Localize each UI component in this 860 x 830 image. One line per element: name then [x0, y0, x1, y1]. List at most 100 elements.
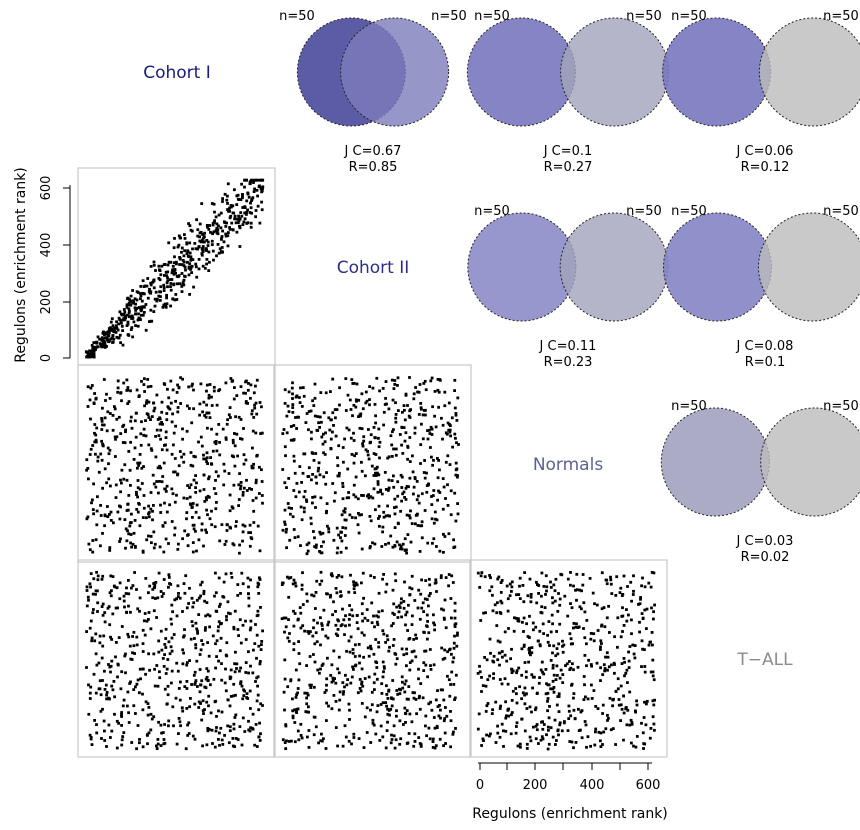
scatter-point	[122, 731, 126, 734]
scatter-point	[649, 670, 653, 674]
scatter-point	[447, 401, 451, 405]
scatter-point	[569, 666, 573, 670]
scatter-point	[302, 394, 306, 398]
scatter-point	[510, 585, 514, 589]
scatter-point	[607, 665, 611, 669]
scatter-point	[319, 570, 323, 574]
scatter-point	[141, 708, 145, 712]
scatter-point	[206, 244, 210, 247]
venn-r-label: R=0.23	[544, 355, 593, 370]
scatter-point	[254, 723, 258, 726]
scatter-point	[312, 685, 316, 689]
scatter-point	[251, 712, 255, 716]
scatter-point	[146, 742, 149, 746]
scatter-point	[393, 383, 397, 386]
scatter-point	[484, 684, 488, 688]
scatter-point	[260, 405, 263, 409]
scatter-point	[430, 427, 434, 431]
scatter-point	[285, 486, 288, 489]
scatter-point	[189, 266, 193, 270]
scatter-point	[101, 574, 105, 578]
scatter-point	[419, 682, 423, 685]
scatter-point	[257, 592, 261, 595]
scatter-point	[166, 693, 170, 697]
scatter-point	[231, 744, 235, 748]
scatter-point	[556, 652, 560, 656]
scatter-point	[374, 732, 378, 736]
scatter-point	[291, 582, 295, 586]
scatter-point	[653, 603, 656, 607]
scatter-point	[208, 625, 211, 629]
scatter-point	[320, 579, 324, 583]
scatter-point	[132, 531, 136, 535]
scatter-point	[208, 224, 212, 227]
scatter-point	[609, 575, 612, 579]
scatter-point	[443, 656, 447, 660]
scatter-point	[312, 459, 316, 462]
scatter-point	[137, 316, 141, 320]
scatter-point	[591, 591, 595, 595]
scatter-point	[340, 575, 344, 579]
scatter-point	[599, 645, 602, 649]
scatter-point	[86, 405, 90, 408]
scatter-point	[200, 528, 204, 532]
scatter-point	[215, 403, 219, 407]
scatter-point	[480, 571, 484, 574]
scatter-point	[344, 673, 347, 677]
x-tick-label: 200	[523, 778, 548, 793]
scatter-point	[217, 625, 220, 629]
scatter-point	[199, 382, 203, 386]
scatter-point	[211, 449, 215, 453]
scatter-point	[146, 713, 150, 717]
scatter-point	[158, 676, 162, 680]
scatter-point	[283, 741, 287, 744]
scatter-point	[239, 437, 242, 440]
scatter-point	[176, 410, 180, 414]
scatter-point	[198, 235, 201, 239]
scatter-point	[256, 581, 260, 585]
scatter-point	[129, 419, 133, 423]
scatter-point	[375, 677, 379, 681]
scatter-point	[582, 675, 586, 678]
scatter-point	[387, 688, 391, 692]
scatter-point	[118, 517, 122, 521]
scatter-point	[365, 706, 369, 710]
scatter-point	[297, 617, 300, 621]
scatter-panels	[77, 167, 668, 758]
scatter-point	[256, 204, 260, 208]
x-tick-label: 0	[476, 778, 484, 793]
scatter-point	[368, 515, 372, 518]
scatter-point	[307, 746, 311, 749]
scatter-point	[418, 707, 422, 711]
scatter-point	[92, 608, 95, 611]
scatter-point	[336, 456, 339, 460]
scatter-point	[292, 459, 296, 463]
scatter-point	[376, 490, 380, 494]
scatter-point	[298, 662, 302, 666]
scatter-point	[437, 459, 440, 462]
scatter-point	[400, 475, 404, 479]
scatter-point	[227, 741, 231, 745]
venn-cohort1-normals: n=50 n=50J C=0.1R=0.27	[466, 9, 670, 175]
scatter-point	[182, 460, 186, 464]
scatter-point	[241, 196, 244, 200]
scatter-point	[309, 409, 313, 413]
scatter-point	[428, 432, 432, 435]
scatter-point	[240, 743, 244, 747]
scatter-point	[342, 690, 345, 693]
scatter-point	[160, 448, 164, 452]
scatter-point	[361, 619, 364, 623]
scatter-point	[374, 414, 377, 418]
scatter-point	[164, 646, 168, 649]
scatter-point	[381, 530, 384, 534]
scatter-point	[605, 616, 609, 620]
scatter-point	[413, 599, 417, 602]
scatter-point	[114, 655, 117, 659]
scatter-point	[196, 247, 199, 251]
scatter-point	[300, 583, 304, 587]
scatter-point	[572, 668, 575, 672]
scatter-point	[292, 648, 296, 652]
scatter-point	[303, 629, 306, 633]
scatter-point	[216, 232, 220, 236]
scatter-point	[402, 723, 405, 726]
